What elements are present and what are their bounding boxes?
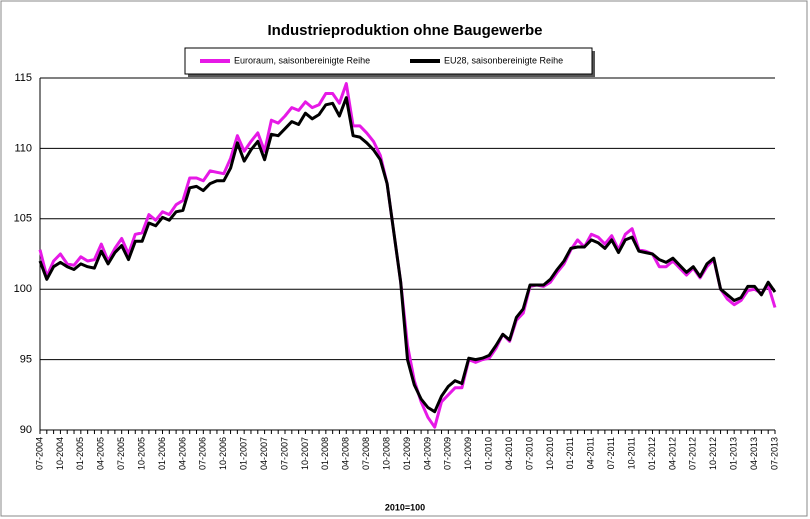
x-tick-label: 04-2012 (667, 437, 677, 470)
x-tick-label: 01-2010 (484, 437, 494, 470)
y-tick-label: 90 (20, 424, 32, 436)
legend: Euroraum, saisonbereinigte Reihe EU28, sa… (184, 47, 595, 77)
x-tick-label: 01-2013 (729, 437, 739, 470)
x-tick-label: 10-2011 (626, 437, 636, 469)
series-line (38, 96, 777, 414)
x-tick-label: 07-2012 (688, 437, 698, 470)
chart-title: Industrieproduktion ohne Baugewerbe (267, 22, 542, 39)
y-tick-label: 115 (14, 72, 32, 84)
x-tick-label: 07-2005 (116, 437, 126, 470)
legend-box (184, 47, 593, 75)
x-tick-label: 07-2010 (524, 437, 534, 470)
y-tick-label: 100 (14, 283, 32, 295)
x-tick-label: 01-2008 (320, 437, 330, 470)
x-tick-label: 10-2006 (218, 437, 228, 470)
x-tick-label: 01-2012 (647, 437, 657, 470)
x-tick-label: 10-2004 (55, 437, 65, 470)
x-tick-label: 04-2007 (259, 437, 269, 470)
x-tick-label: 10-2010 (545, 437, 555, 470)
x-tick-label: 10-2012 (708, 437, 718, 470)
x-tick-label: 07-2011 (606, 437, 616, 469)
y-tick-label: 105 (14, 213, 32, 225)
x-tick-label: 10-2009 (463, 437, 473, 470)
x-tick-label: 04-2013 (749, 437, 759, 470)
x-tick-label: 10-2008 (381, 437, 391, 470)
y-tick-label: 95 (20, 354, 32, 366)
x-tick-label: 04-2005 (96, 437, 106, 470)
x-tick-label: 04-2011 (586, 437, 596, 469)
x-tick-label: 07-2007 (279, 437, 289, 470)
x-tick-label: 04-2010 (504, 437, 514, 470)
x-tick-label: 07-2006 (198, 437, 208, 470)
x-tick-label: 01-2007 (239, 437, 249, 470)
legend-label: Euroraum, saisonbereinigte Reihe (234, 55, 370, 65)
x-tick-label: 10-2005 (136, 437, 146, 470)
x-tick-label: 04-2008 (341, 437, 351, 470)
x-tick-label: 04-2006 (177, 437, 187, 470)
y-tick-label: 110 (14, 142, 32, 154)
x-tick-label: 01-2005 (75, 437, 85, 470)
x-tick-label: 04-2009 (422, 437, 432, 470)
x-axis-label: 2010=100 (385, 502, 425, 512)
x-tick-label: 07-2013 (769, 437, 779, 470)
x-tick-label: 01-2009 (402, 437, 412, 470)
x-tick-label: 07-2008 (361, 437, 371, 470)
x-tick-label: 01-2011 (565, 437, 575, 469)
legend-label: EU28, saisonbereinigte Reihe (444, 55, 563, 65)
x-tick-label: 01-2006 (157, 437, 167, 470)
x-tick-label: 07-2004 (34, 437, 44, 470)
x-tick-label: 10-2007 (300, 437, 310, 470)
x-tick-label: 07-2009 (443, 437, 453, 470)
